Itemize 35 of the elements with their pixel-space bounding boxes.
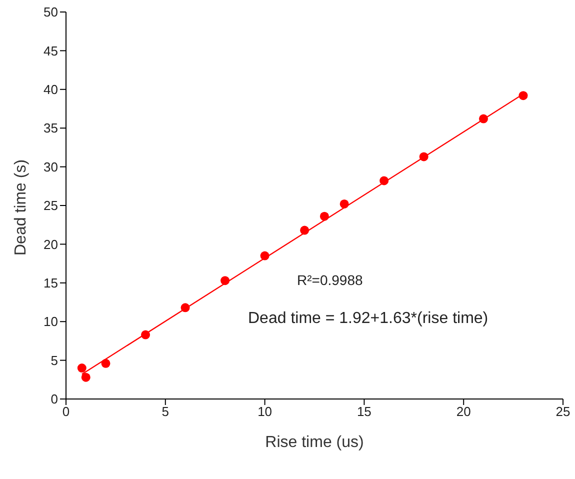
annotation: Dead time = 1.92+1.63*(rise time) xyxy=(248,310,488,328)
point xyxy=(340,199,349,208)
y-tick-label: 15 xyxy=(44,276,58,291)
point xyxy=(320,212,329,221)
annotation: R²=0.9988 xyxy=(297,272,363,288)
point xyxy=(380,176,389,186)
point xyxy=(141,330,150,340)
y-tick-label: 25 xyxy=(44,198,58,214)
point xyxy=(518,91,528,100)
y-tick-label: 20 xyxy=(44,236,58,252)
y-tick-label: 0 xyxy=(50,392,58,407)
point xyxy=(260,251,270,260)
x-tick-label: 25 xyxy=(556,404,570,420)
point xyxy=(419,152,428,162)
point xyxy=(81,372,90,382)
point xyxy=(101,358,110,368)
y-tick-label: 50 xyxy=(44,4,58,20)
y-tick-label: 10 xyxy=(44,314,58,330)
point xyxy=(220,276,230,286)
x-tick-label: 0 xyxy=(62,404,70,420)
y-tick-label: 5 xyxy=(50,352,58,368)
y-tick-label: 30 xyxy=(44,159,58,174)
y-tick-label: 45 xyxy=(44,43,58,58)
y-axis-title: Dead time (s) xyxy=(12,159,30,256)
x-tick-label: 20 xyxy=(456,404,471,420)
x-tick-label: 10 xyxy=(258,404,272,420)
y-tick-label: 35 xyxy=(44,120,58,136)
x-tick-label: 5 xyxy=(162,404,170,420)
y-tick-label: 40 xyxy=(44,82,58,98)
point xyxy=(300,226,310,235)
x-tick-label: 15 xyxy=(356,404,372,420)
x-axis-title: Rise time (us) xyxy=(265,434,364,451)
point xyxy=(180,303,190,312)
point xyxy=(77,364,86,373)
point xyxy=(478,114,488,124)
